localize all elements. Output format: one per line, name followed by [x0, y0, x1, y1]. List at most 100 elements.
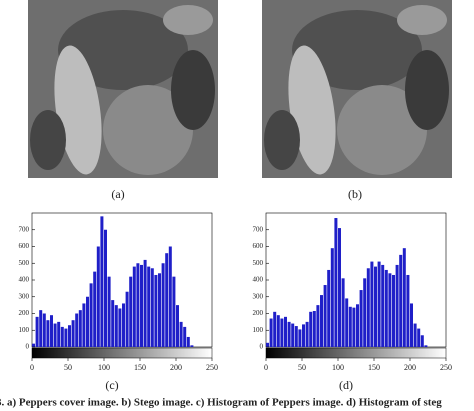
caption: 3. a) Peppers cover image. b) Stego imag…	[0, 397, 442, 409]
bar	[399, 254, 403, 347]
bar	[190, 345, 194, 347]
x-tick-label: 200	[170, 363, 182, 372]
bar	[168, 246, 172, 347]
bar	[341, 278, 345, 347]
bar	[183, 326, 187, 347]
bar	[420, 335, 424, 347]
bar	[140, 264, 143, 347]
y-tick-label: 600	[19, 242, 30, 250]
y-tick-label: 700	[19, 225, 30, 233]
bar	[417, 328, 421, 347]
figure-label: (b)	[348, 187, 362, 201]
bar	[68, 325, 71, 347]
bar	[78, 310, 82, 347]
x-tick-label: 50	[298, 363, 306, 372]
bar	[46, 320, 50, 347]
bar	[302, 324, 305, 347]
bar	[276, 315, 280, 347]
bar	[305, 321, 309, 347]
bar	[359, 290, 363, 347]
bar	[86, 296, 89, 347]
bar	[161, 263, 165, 347]
bar	[42, 313, 46, 347]
y-tick-label: 400	[19, 276, 30, 284]
bar	[179, 321, 183, 347]
chart-label: (d)	[339, 378, 353, 392]
x-tick-label: 0	[30, 363, 34, 372]
bar	[118, 308, 122, 347]
bar	[96, 246, 100, 347]
x-tick-label: 0	[264, 363, 268, 372]
bar	[294, 326, 298, 347]
y-tick-label: 600	[253, 242, 264, 250]
bar	[60, 326, 64, 347]
figure-label: (a)	[111, 187, 124, 201]
bar	[89, 283, 93, 347]
bar	[316, 305, 320, 347]
bar	[122, 303, 125, 347]
x-tick-label: 200	[404, 363, 416, 372]
x-tick-label: 250	[206, 363, 218, 372]
bar	[309, 311, 313, 347]
bar	[64, 328, 68, 347]
bar	[114, 305, 118, 347]
bar	[298, 329, 302, 347]
bar	[366, 268, 370, 347]
bar	[312, 310, 316, 347]
bar	[413, 323, 417, 347]
x-tick-label: 150	[368, 363, 380, 372]
bar	[377, 261, 381, 347]
bar	[291, 323, 295, 347]
bar	[71, 320, 75, 347]
bar	[39, 310, 43, 347]
bar	[111, 300, 115, 347]
gray-bar	[265, 347, 447, 359]
bar	[107, 276, 111, 347]
bar	[284, 316, 287, 347]
bar	[104, 229, 107, 347]
bar	[172, 276, 176, 347]
bar	[327, 269, 331, 347]
x-tick-label: 150	[134, 363, 146, 372]
bar	[280, 318, 284, 347]
bar	[57, 321, 61, 347]
x-tick-label: 50	[64, 363, 72, 372]
bar	[269, 318, 273, 347]
bar	[154, 274, 158, 347]
y-tick-label: 700	[253, 225, 264, 233]
bar	[129, 276, 133, 347]
bar	[266, 342, 269, 347]
bar	[348, 306, 352, 347]
bar	[338, 228, 341, 347]
bar	[82, 303, 86, 347]
y-tick-label: 500	[253, 259, 264, 267]
bar	[287, 321, 291, 347]
cover-image	[28, 0, 218, 178]
y-tick-label: 0	[260, 343, 264, 351]
y-tick-label: 0	[26, 343, 30, 351]
bar	[374, 266, 377, 347]
y-tick-label: 100	[19, 326, 30, 334]
bar	[165, 253, 169, 347]
bar	[352, 307, 356, 347]
x-tick-label: 100	[98, 363, 110, 372]
bar	[406, 274, 410, 347]
bar	[395, 264, 399, 347]
bar	[35, 316, 39, 347]
gray-bar	[31, 347, 213, 359]
bar	[150, 268, 154, 347]
bar	[136, 263, 140, 347]
bar	[323, 285, 327, 347]
bar	[143, 259, 147, 347]
y-tick-label: 500	[19, 259, 30, 267]
bar	[158, 273, 161, 347]
bar	[132, 266, 136, 347]
y-tick-label: 300	[19, 292, 30, 300]
bar	[381, 264, 385, 347]
y-tick-label: 300	[253, 292, 264, 300]
bar	[334, 218, 338, 347]
bar	[176, 305, 179, 347]
bar	[320, 295, 323, 347]
y-tick-label: 200	[253, 309, 264, 317]
